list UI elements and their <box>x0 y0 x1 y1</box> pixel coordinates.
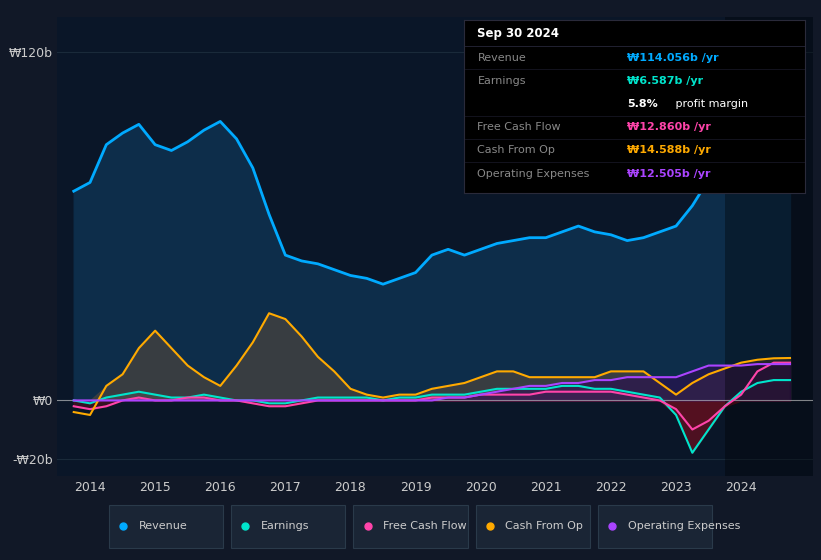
Bar <box>725 17 813 476</box>
Text: Cash From Op: Cash From Op <box>478 146 555 155</box>
Text: ₩12.860b /yr: ₩12.860b /yr <box>627 122 711 132</box>
Text: Cash From Op: Cash From Op <box>506 521 584 531</box>
Text: Revenue: Revenue <box>478 53 526 63</box>
Text: ₩6.587b /yr: ₩6.587b /yr <box>627 76 704 86</box>
FancyBboxPatch shape <box>109 505 223 548</box>
Text: ₩14.588b /yr: ₩14.588b /yr <box>627 146 711 155</box>
Text: Earnings: Earnings <box>478 76 526 86</box>
FancyBboxPatch shape <box>353 505 468 548</box>
Text: profit margin: profit margin <box>672 99 748 109</box>
Text: 5.8%: 5.8% <box>627 99 658 109</box>
Text: ₩114.056b /yr: ₩114.056b /yr <box>627 53 719 63</box>
Text: Revenue: Revenue <box>139 521 188 531</box>
Text: Earnings: Earnings <box>261 521 310 531</box>
Text: Sep 30 2024: Sep 30 2024 <box>478 27 559 40</box>
FancyBboxPatch shape <box>598 505 712 548</box>
Text: ₩12.505b /yr: ₩12.505b /yr <box>627 169 711 179</box>
FancyBboxPatch shape <box>232 505 346 548</box>
Text: Free Cash Flow: Free Cash Flow <box>383 521 467 531</box>
Text: Operating Expenses: Operating Expenses <box>627 521 740 531</box>
Text: Operating Expenses: Operating Expenses <box>478 169 589 179</box>
Text: Free Cash Flow: Free Cash Flow <box>478 122 561 132</box>
FancyBboxPatch shape <box>475 505 589 548</box>
